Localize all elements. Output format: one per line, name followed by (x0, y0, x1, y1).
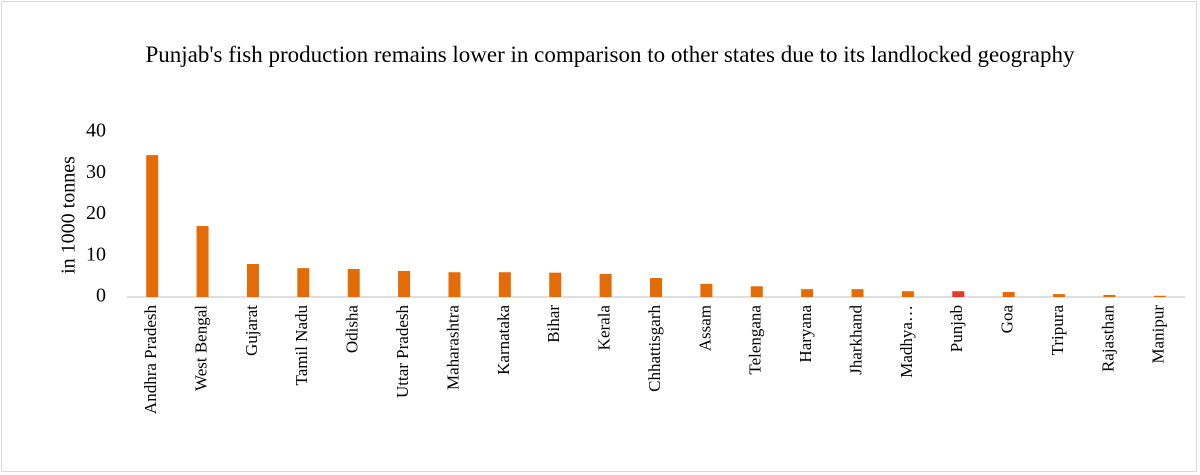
bar (398, 271, 411, 297)
x-tick-label: Goa (998, 305, 1017, 334)
bar (901, 291, 914, 297)
bar (347, 268, 360, 297)
x-tick-label: Madhya… (897, 305, 916, 378)
bar (549, 272, 562, 297)
bar (1103, 294, 1116, 297)
x-tick-label: Assam (695, 305, 714, 351)
bar (196, 226, 209, 297)
y-tick-label: 30 (86, 161, 106, 183)
x-tick-label: Telengana (746, 305, 765, 375)
x-tick-label: Uttar Pradesh (393, 305, 412, 399)
bar (851, 289, 864, 297)
x-tick-label: Kerala (595, 305, 614, 351)
x-tick-label: Haryana (796, 305, 815, 363)
bar (498, 272, 511, 297)
x-tick-label: Tamil Nadu (292, 305, 311, 386)
bar (700, 283, 713, 297)
bar (297, 268, 310, 297)
x-tick-label: Maharashtra (443, 305, 462, 390)
bar (650, 278, 662, 297)
x-tick-label: Karnataka (494, 305, 513, 375)
y-tick-label: 10 (86, 243, 106, 265)
y-tick-label: 40 (86, 120, 106, 142)
x-tick-label: Odisha (343, 305, 362, 354)
chart-title: Punjab's fish production remains lower i… (145, 42, 1075, 67)
x-tick-label: Gujarat (242, 305, 261, 356)
y-axis-label: in 1000 tonnes (58, 156, 80, 274)
x-tick-label: Bihar (544, 305, 563, 343)
x-tick-label: Punjab (947, 305, 966, 352)
bar (952, 291, 965, 297)
bar (246, 264, 259, 297)
bar (801, 289, 814, 297)
bar (599, 273, 612, 297)
x-tick-label: Rajasthan (1098, 305, 1117, 373)
x-tick-label: Manipur (1149, 305, 1168, 364)
bar (1002, 292, 1015, 297)
bar (448, 272, 461, 297)
x-tick-label: Andhra Pradesh (141, 305, 160, 415)
x-tick-label: West Bengal (191, 305, 210, 391)
bar (146, 155, 159, 297)
bar (1053, 294, 1066, 297)
y-tick-label: 0 (96, 285, 106, 307)
y-tick-label: 20 (86, 202, 106, 224)
x-tick-label: Jharkhand (846, 305, 865, 375)
bar (750, 286, 763, 297)
x-tick-label: Tripura (1048, 305, 1067, 356)
x-tick-label: Chhattisgarh (645, 305, 664, 392)
bar (1153, 295, 1166, 297)
